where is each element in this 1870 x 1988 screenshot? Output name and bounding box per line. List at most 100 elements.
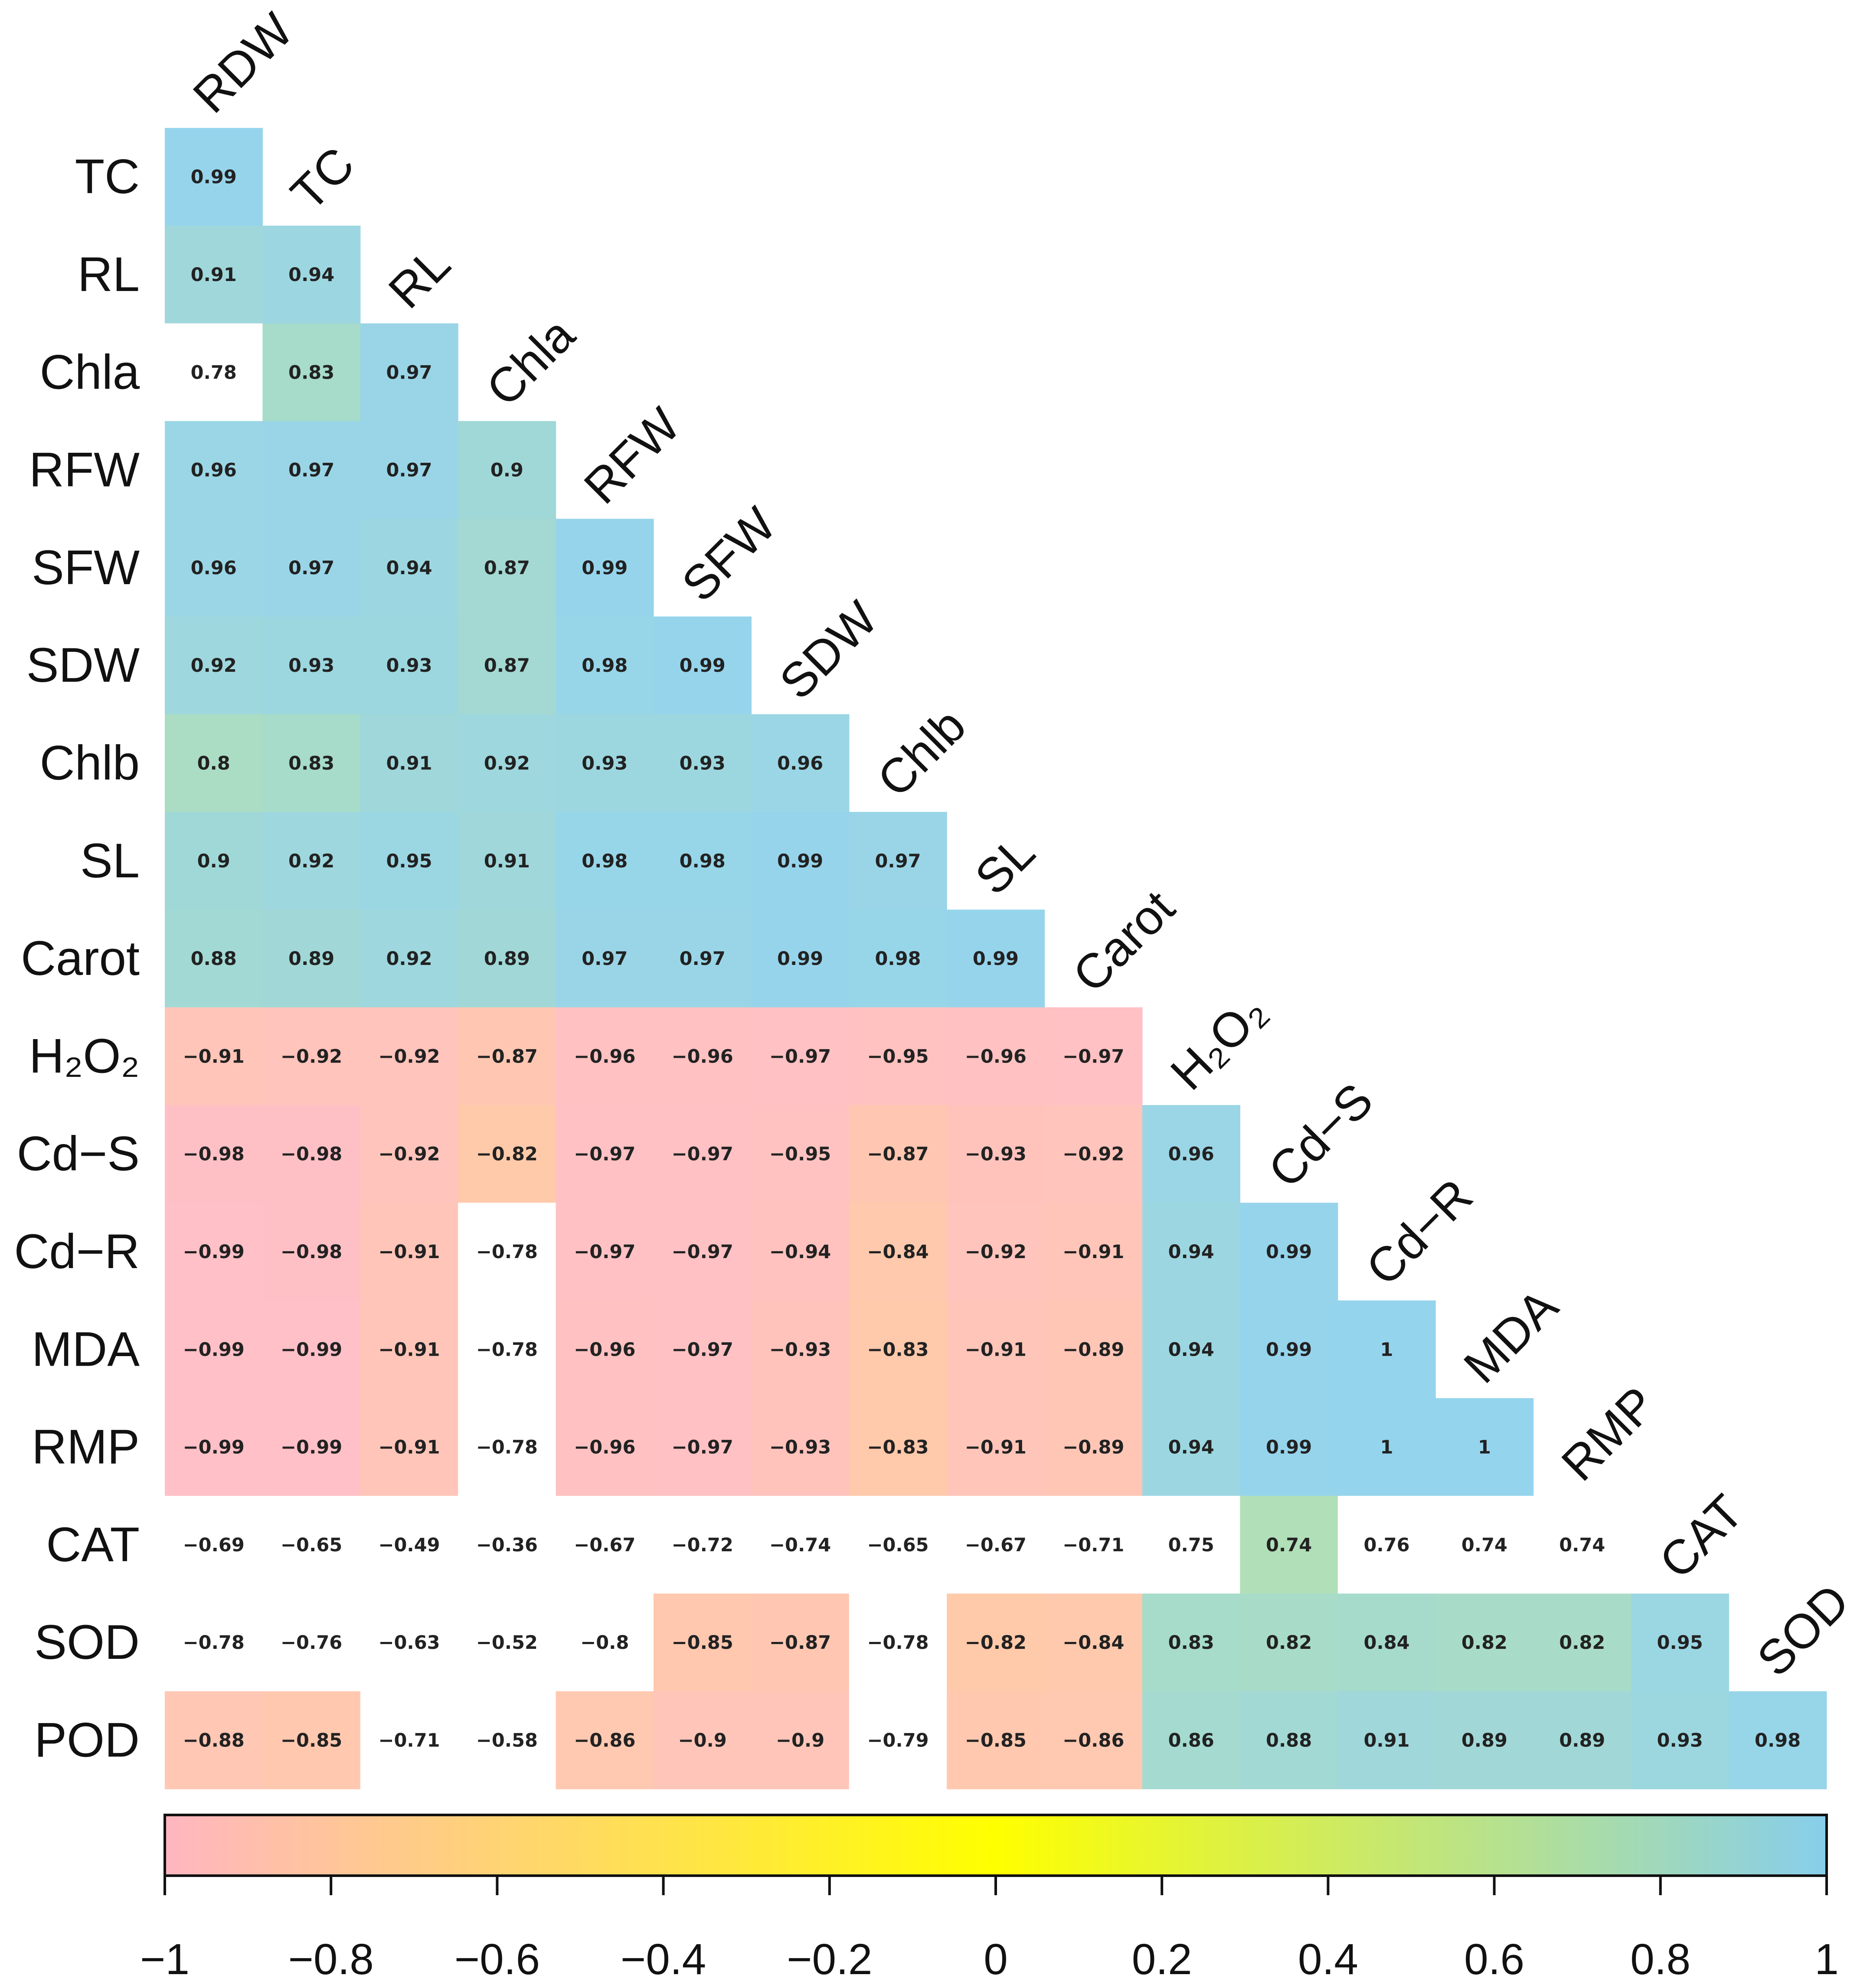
heatmap-cell-value: 0.91 [484, 850, 530, 872]
heatmap-cell [751, 1203, 850, 1301]
column-label: RDW [183, 3, 303, 123]
heatmap-cell [1337, 1593, 1436, 1692]
heatmap-cell-value: −0.87 [867, 1144, 928, 1165]
heatmap-cell-value: −0.96 [965, 1046, 1027, 1067]
heatmap-cell-value: 0.92 [288, 850, 334, 872]
heatmap-cell [849, 1496, 947, 1594]
heatmap-cell-value: 0.99 [1266, 1241, 1312, 1263]
heatmap-cell [849, 909, 947, 1008]
row-label: TC [75, 150, 140, 204]
heatmap-cell [1533, 1496, 1631, 1594]
heatmap-cell-value: 0.89 [288, 948, 334, 970]
heatmap-cell [1142, 1398, 1240, 1496]
heatmap-cell [947, 1105, 1045, 1203]
heatmap-cell-value: 0.93 [680, 753, 726, 775]
heatmap-cell-value: −0.67 [574, 1534, 635, 1556]
heatmap-cell-value: 0.99 [1266, 1339, 1312, 1360]
heatmap-cell [1142, 1691, 1240, 1789]
heatmap-cell-value: 0.88 [1266, 1730, 1312, 1752]
heatmap-cell-value: −0.72 [672, 1534, 733, 1556]
heatmap-cell [360, 323, 458, 422]
heatmap-cell-value: −0.96 [574, 1339, 635, 1360]
heatmap-cell [1337, 1691, 1436, 1789]
heatmap-cell-value: 0.8 [197, 753, 230, 775]
heatmap-cell [751, 1105, 850, 1203]
heatmap-cell [654, 1300, 752, 1399]
heatmap-cell [751, 1300, 850, 1399]
heatmap-cell [556, 1496, 654, 1594]
heatmap-cell-value: −0.78 [476, 1339, 538, 1360]
heatmap-cell [262, 1398, 361, 1496]
heatmap-cell-value: −0.92 [378, 1144, 440, 1165]
heatmap-cell-value: 0.92 [191, 655, 237, 677]
heatmap-cell-value: −0.99 [281, 1339, 342, 1360]
heatmap-cell [1631, 1691, 1729, 1789]
column-label: H₂O₂ [1160, 984, 1277, 1100]
heatmap-cells [165, 128, 1827, 1789]
heatmap-cell-value: −0.71 [378, 1730, 440, 1752]
heatmap-cell [1435, 1398, 1534, 1496]
row-label: Cd−S [17, 1127, 140, 1181]
heatmap-cell [458, 714, 556, 812]
heatmap-cell [360, 421, 458, 519]
heatmap-cell [262, 1007, 361, 1105]
heatmap-cell [1142, 1593, 1240, 1692]
heatmap-cell [556, 1007, 654, 1105]
heatmap-cell [360, 812, 458, 910]
heatmap-cell-value: −0.86 [1062, 1730, 1124, 1752]
heatmap-cell-value: 0.94 [1168, 1437, 1214, 1458]
heatmap-cell-value: −0.91 [378, 1437, 440, 1458]
heatmap-cell [165, 1398, 263, 1496]
colorbar-tick-label: −0.2 [787, 1935, 872, 1984]
heatmap-cell [458, 909, 556, 1008]
heatmap-cell-value: −0.65 [281, 1534, 342, 1556]
heatmap-cell [751, 812, 850, 910]
heatmap-cell [654, 812, 752, 910]
colorbar-tick-label: −0.4 [621, 1935, 706, 1984]
row-label: CAT [46, 1517, 140, 1572]
heatmap-cell [262, 714, 361, 812]
heatmap-cell [262, 323, 361, 422]
heatmap-cell-value: 0.93 [288, 655, 334, 677]
heatmap-cell [360, 1203, 458, 1301]
heatmap-cell-value: −0.49 [378, 1534, 440, 1556]
heatmap-cell [654, 1203, 752, 1301]
heatmap-cell-value: 0.99 [680, 655, 726, 677]
heatmap-cell-value: 0.89 [1559, 1730, 1605, 1752]
heatmap-cell [1631, 1593, 1729, 1692]
heatmap-cell [1729, 1691, 1827, 1789]
heatmap-cell-value: −0.93 [769, 1437, 831, 1458]
heatmap-cell [360, 1593, 458, 1692]
heatmap-cell-value: 0.9 [197, 850, 230, 872]
heatmap-cell-value: −0.83 [867, 1339, 928, 1360]
row-label: SFW [32, 540, 140, 595]
heatmap-cell [947, 1007, 1045, 1105]
heatmap-cell [165, 714, 263, 812]
heatmap-cell [165, 1691, 263, 1789]
heatmap-cell-value: 0.83 [1168, 1632, 1214, 1654]
heatmap-cell [556, 909, 654, 1008]
heatmap-cell-value: −0.97 [574, 1241, 635, 1263]
row-labels: TC RL Chla RFW SFW SDW Chlb SL Carot H₂O₂ Cd−S Cd−R… [14, 150, 140, 1767]
column-label: Cd−S [1258, 1073, 1383, 1198]
heatmap-cell [165, 1007, 263, 1105]
heatmap-cell-value: −0.97 [672, 1144, 733, 1165]
row-label: SL [80, 834, 140, 888]
heatmap-cell [654, 616, 752, 715]
heatmap-cell-value: 0.91 [1363, 1730, 1409, 1752]
heatmap-cell-value: −0.9 [776, 1730, 824, 1752]
column-label: SFW [671, 497, 786, 612]
column-label: SOD [1747, 1574, 1860, 1687]
heatmap-cell [1142, 1105, 1240, 1203]
heatmap-cell-value: −0.78 [867, 1632, 928, 1654]
heatmap-cell-value: −0.96 [672, 1046, 733, 1067]
heatmap-cell [165, 909, 263, 1008]
heatmap-cell-value: −0.95 [867, 1046, 928, 1067]
column-label: MDA [1453, 1278, 1568, 1393]
heatmap-cell [556, 1203, 654, 1301]
heatmap-cell-value: 1 [1380, 1437, 1393, 1458]
heatmap-cell-value: −0.58 [476, 1730, 538, 1752]
heatmap-cell-value: −0.92 [281, 1046, 342, 1067]
heatmap-cell [360, 1105, 458, 1203]
